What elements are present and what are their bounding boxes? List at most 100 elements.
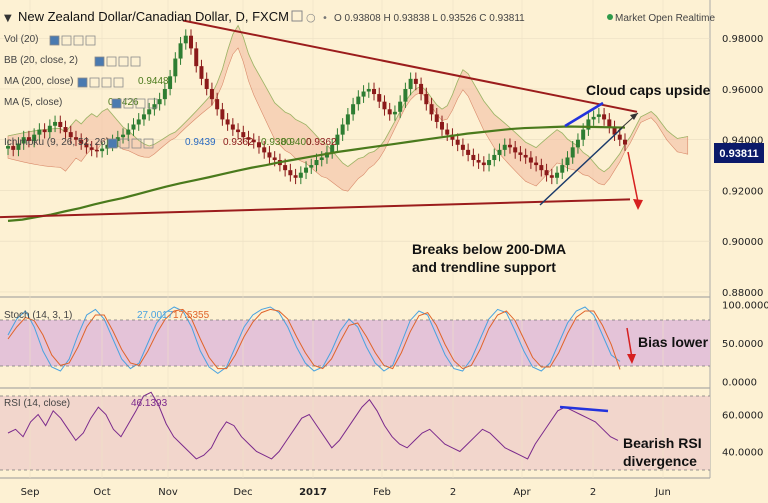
candlesticks <box>6 29 627 185</box>
rsi-tick-label: 40.0000 <box>722 448 763 459</box>
candle-body <box>419 83 424 95</box>
close-icon[interactable] <box>73 35 84 46</box>
stoch-d-line <box>7 308 621 370</box>
candle-body <box>581 129 586 140</box>
candle-body <box>147 109 152 115</box>
legend-ichimoku-value-3: 0.9380 <box>261 137 292 148</box>
candle-body <box>476 160 481 163</box>
visibility-icon[interactable] <box>111 98 122 109</box>
chart-title: New Zealand Dollar/Canadian Dollar, D, F… <box>18 9 289 24</box>
candle-body <box>617 134 622 140</box>
visibility-icon[interactable] <box>49 35 60 46</box>
time-tick-label: 2 <box>450 487 456 498</box>
more-icon[interactable] <box>113 77 124 88</box>
candle-body <box>612 127 617 135</box>
stoch-legend[interactable]: Stoch (14, 3, 1) <box>4 310 72 321</box>
time-tick-label: 2017 <box>299 487 327 498</box>
candle-body <box>298 172 303 178</box>
cloud-span-a <box>7 24 688 173</box>
time-tick-label: Nov <box>158 487 178 498</box>
close-icon[interactable] <box>118 56 129 67</box>
candle-body <box>309 165 314 168</box>
legend-ma200[interactable]: MA (200, close) <box>4 76 73 87</box>
candle-body <box>131 124 136 130</box>
bias-down-arrow-icon <box>627 354 636 364</box>
close-icon[interactable] <box>101 77 112 88</box>
ma200-line <box>7 125 626 222</box>
candle-body <box>534 162 539 166</box>
candle-body <box>115 137 120 141</box>
more-icon[interactable] <box>143 138 154 149</box>
candle-body <box>528 157 533 163</box>
legend-ichimoku[interactable]: Ichimoku (9, 26, 52, 26) <box>4 137 109 148</box>
visibility-icon[interactable] <box>107 138 118 149</box>
time-tick-label: Feb <box>373 487 391 498</box>
candle-body <box>392 111 397 115</box>
candle-body <box>141 114 146 120</box>
candle-body <box>162 88 167 100</box>
candle-body <box>387 109 392 115</box>
candle-body <box>37 129 42 135</box>
bias-arrow-line <box>626 327 633 359</box>
candle-body <box>356 96 361 105</box>
price-tick-label: 0.92000 <box>722 186 763 197</box>
candle-body <box>560 165 565 173</box>
settings-icon[interactable] <box>123 98 134 109</box>
ohlc-values: O 0.93808 H 0.93838 L 0.93526 C 0.93811 <box>334 13 525 24</box>
candle-body <box>157 99 162 105</box>
candle-body <box>602 114 607 120</box>
candle-body <box>565 157 570 166</box>
candle-body <box>596 114 601 117</box>
candle-body <box>351 104 356 115</box>
candle-body <box>570 147 575 158</box>
legend-bb[interactable]: BB (20, close, 2) <box>4 55 78 66</box>
candle-body <box>26 137 31 141</box>
candle-body <box>429 104 434 115</box>
candle-body <box>136 119 141 125</box>
time-tick-label: Oct <box>93 487 110 498</box>
more-icon[interactable] <box>147 98 158 109</box>
settings-icon[interactable] <box>89 77 100 88</box>
ichimoku-cloud <box>7 24 689 192</box>
candle-body <box>466 149 471 155</box>
price-tick-label: 0.88000 <box>722 288 763 299</box>
candle-body <box>403 88 408 102</box>
candle-body <box>236 129 241 133</box>
candle-body <box>293 175 298 178</box>
stoch-d-value: 17.5355 <box>173 310 210 321</box>
annotation-breaks-2: and trendline support <box>412 259 556 275</box>
candle-body <box>189 35 194 49</box>
legend-vol[interactable]: Vol (20) <box>4 34 38 45</box>
candle-body <box>6 146 10 149</box>
candle-body <box>471 154 476 161</box>
candle-body <box>84 143 89 148</box>
settings-icon[interactable] <box>106 56 117 67</box>
candle-body <box>105 144 110 149</box>
candle-body <box>335 134 340 145</box>
settings-icon[interactable] <box>61 35 72 46</box>
settings-icon[interactable] <box>291 10 303 22</box>
rsi-line <box>7 391 619 460</box>
price-tick-label: 0.98000 <box>722 34 763 45</box>
more-icon[interactable] <box>85 35 96 46</box>
stoch-tick-label: 0.0000 <box>722 377 757 388</box>
annotation-breaks-1: Breaks below 200-DMA <box>412 241 566 257</box>
candle-body <box>330 144 335 153</box>
candle-body <box>241 132 246 138</box>
visibility-icon[interactable] <box>94 56 105 67</box>
time-axis-ticks: Sep Oct Nov Dec 2017 Feb 2 Apr 2 Jun <box>21 487 671 498</box>
collapse-chevron-icon[interactable]: ▼ <box>4 13 12 24</box>
close-icon[interactable] <box>135 98 146 109</box>
legend-ichimoku-value-4: 0.9400 <box>281 137 312 148</box>
close-icon[interactable] <box>131 138 142 149</box>
visibility-icon[interactable] <box>77 77 88 88</box>
legend-ichimoku-value-1: 0.9439 <box>185 137 216 148</box>
candle-body <box>183 35 188 44</box>
more-icon[interactable] <box>130 56 141 67</box>
price-axis-ticks: 0.98000 0.96000 0.94000 0.92000 0.90000 0.880… <box>722 34 768 458</box>
rsi-legend[interactable]: RSI (14, close) <box>4 398 70 409</box>
candle-body <box>544 170 549 176</box>
legend-ma5[interactable]: MA (5, close) <box>4 97 62 108</box>
settings-icon[interactable] <box>119 138 130 149</box>
